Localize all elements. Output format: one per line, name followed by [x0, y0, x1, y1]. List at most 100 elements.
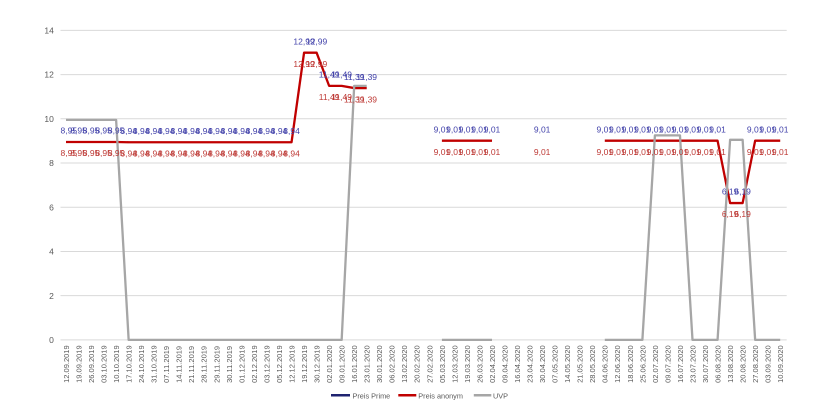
svg-text:28.05.2020: 28.05.2020 — [588, 345, 597, 383]
svg-text:23.07.2020: 23.07.2020 — [688, 345, 697, 383]
svg-text:26.09.2019: 26.09.2019 — [87, 345, 96, 383]
svg-text:02.04.2020: 02.04.2020 — [488, 345, 497, 383]
svg-text:12.09.2019: 12.09.2019 — [62, 345, 71, 383]
svg-text:8,94: 8,94 — [183, 148, 200, 158]
svg-text:09.07.2020: 09.07.2020 — [663, 345, 672, 383]
svg-text:8,94: 8,94 — [170, 148, 187, 158]
svg-text:9,01: 9,01 — [434, 147, 451, 157]
svg-text:21.05.2020: 21.05.2020 — [576, 345, 585, 383]
svg-text:8,95: 8,95 — [83, 126, 100, 136]
svg-text:8,94: 8,94 — [133, 148, 150, 158]
svg-text:19.12.2019: 19.12.2019 — [300, 345, 309, 383]
svg-text:9,01: 9,01 — [672, 124, 689, 134]
svg-text:09.01.2020: 09.01.2020 — [338, 345, 347, 383]
svg-text:30.11.2019: 30.11.2019 — [225, 346, 234, 383]
svg-text:8,94: 8,94 — [208, 126, 225, 136]
svg-text:8,95: 8,95 — [108, 148, 125, 158]
svg-text:8,94: 8,94 — [208, 148, 225, 158]
svg-text:9,01: 9,01 — [471, 147, 488, 157]
svg-text:8,94: 8,94 — [170, 126, 187, 136]
svg-text:9,01: 9,01 — [647, 124, 664, 134]
svg-text:9,01: 9,01 — [622, 147, 639, 157]
svg-text:8,95: 8,95 — [83, 148, 100, 158]
svg-text:8,94: 8,94 — [258, 148, 275, 158]
svg-text:12.03.2020: 12.03.2020 — [450, 345, 459, 383]
svg-text:14.05.2020: 14.05.2020 — [563, 345, 572, 383]
svg-text:04.06.2020: 04.06.2020 — [601, 345, 610, 383]
svg-text:9,01: 9,01 — [622, 124, 639, 134]
svg-text:12.12.2019: 12.12.2019 — [287, 345, 296, 383]
svg-text:30.04.2020: 30.04.2020 — [538, 345, 547, 383]
svg-text:9,01: 9,01 — [747, 147, 764, 157]
svg-text:8,95: 8,95 — [70, 126, 87, 136]
svg-text:4: 4 — [49, 247, 54, 257]
svg-text:06.08.2020: 06.08.2020 — [713, 345, 722, 383]
svg-text:8,94: 8,94 — [233, 126, 250, 136]
svg-text:13.02.2020: 13.02.2020 — [400, 345, 409, 383]
svg-text:10: 10 — [44, 114, 54, 124]
svg-text:30.07.2020: 30.07.2020 — [701, 345, 710, 383]
svg-text:9,01: 9,01 — [659, 147, 676, 157]
svg-text:8,94: 8,94 — [183, 126, 200, 136]
svg-text:11,49: 11,49 — [319, 92, 340, 102]
svg-text:19.03.2020: 19.03.2020 — [463, 345, 472, 383]
svg-text:11,39: 11,39 — [356, 94, 377, 104]
svg-text:8,94: 8,94 — [246, 148, 263, 158]
svg-text:20.08.2020: 20.08.2020 — [739, 345, 748, 383]
svg-text:8,94: 8,94 — [283, 126, 300, 136]
svg-text:9,01: 9,01 — [759, 124, 776, 134]
svg-text:12.06.2020: 12.06.2020 — [613, 345, 622, 383]
svg-text:03.12.2019: 03.12.2019 — [262, 345, 271, 383]
svg-text:24.10.2019: 24.10.2019 — [137, 345, 146, 383]
svg-text:06.02.2020: 06.02.2020 — [388, 345, 397, 383]
svg-text:8,95: 8,95 — [70, 148, 87, 158]
svg-text:8,94: 8,94 — [258, 126, 275, 136]
svg-text:05.03.2020: 05.03.2020 — [438, 345, 447, 383]
svg-text:8,94: 8,94 — [120, 148, 137, 158]
svg-text:30.12.2019: 30.12.2019 — [313, 345, 322, 383]
svg-text:09.04.2020: 09.04.2020 — [500, 345, 509, 383]
svg-text:0: 0 — [49, 335, 54, 345]
svg-text:8,94: 8,94 — [271, 148, 288, 158]
svg-text:12,99: 12,99 — [306, 36, 328, 46]
svg-text:30.01.2020: 30.01.2020 — [375, 345, 384, 383]
svg-text:8,94: 8,94 — [196, 126, 213, 136]
svg-text:6,19: 6,19 — [734, 209, 751, 219]
svg-text:8,94: 8,94 — [221, 126, 238, 136]
svg-text:03.10.2019: 03.10.2019 — [99, 345, 108, 383]
svg-text:21.11.2019: 21.11.2019 — [187, 346, 196, 383]
svg-text:03.09.2020: 03.09.2020 — [764, 345, 773, 383]
svg-text:8,95: 8,95 — [61, 126, 78, 136]
svg-text:12,99: 12,99 — [293, 36, 315, 46]
svg-text:11,49: 11,49 — [331, 70, 352, 80]
svg-text:26.03.2020: 26.03.2020 — [475, 345, 484, 383]
svg-text:6,19: 6,19 — [734, 187, 751, 197]
svg-text:9,01: 9,01 — [684, 124, 701, 134]
svg-text:16.01.2020: 16.01.2020 — [350, 345, 359, 383]
svg-text:9,01: 9,01 — [772, 124, 789, 134]
svg-text:9,01: 9,01 — [434, 124, 451, 134]
svg-text:23.01.2020: 23.01.2020 — [363, 345, 372, 383]
svg-text:9,01: 9,01 — [459, 147, 476, 157]
svg-text:8,94: 8,94 — [283, 148, 300, 158]
svg-text:14.11.2019: 14.11.2019 — [175, 346, 184, 383]
svg-text:9,01: 9,01 — [684, 147, 701, 157]
svg-text:31.10.2019: 31.10.2019 — [150, 345, 159, 383]
svg-text:27.08.2020: 27.08.2020 — [751, 345, 760, 383]
svg-text:8,94: 8,94 — [120, 126, 137, 136]
svg-text:07.11.2019: 07.11.2019 — [162, 346, 171, 383]
svg-text:10.10.2019: 10.10.2019 — [112, 345, 121, 383]
svg-text:11,39: 11,39 — [356, 72, 377, 82]
svg-text:11,39: 11,39 — [344, 94, 365, 104]
svg-text:8,95: 8,95 — [95, 148, 112, 158]
svg-text:10.09.2020: 10.09.2020 — [776, 345, 785, 383]
svg-text:UVP: UVP — [493, 391, 508, 400]
svg-text:8,94: 8,94 — [196, 148, 213, 158]
svg-text:11,49: 11,49 — [331, 92, 352, 102]
svg-text:6,19: 6,19 — [722, 187, 739, 197]
svg-text:9,01: 9,01 — [609, 124, 626, 134]
svg-text:9,01: 9,01 — [672, 147, 689, 157]
svg-text:23.04.2020: 23.04.2020 — [526, 345, 535, 383]
svg-text:27.02.2020: 27.02.2020 — [425, 345, 434, 383]
svg-text:17.10.2019: 17.10.2019 — [125, 345, 134, 383]
